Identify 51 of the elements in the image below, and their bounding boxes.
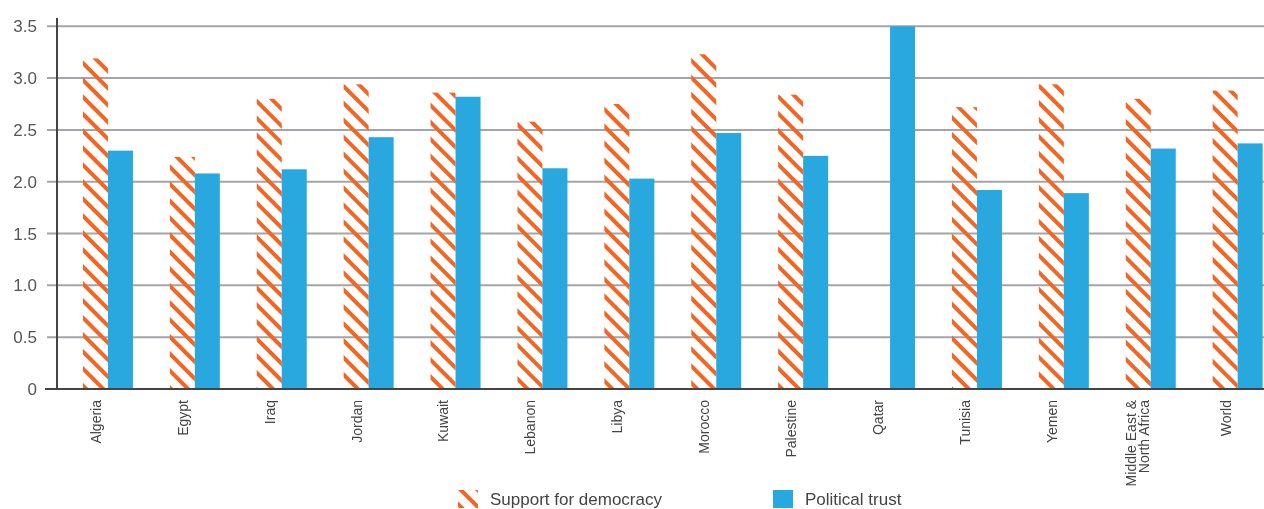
bar bbox=[107, 150, 133, 389]
bar bbox=[716, 133, 742, 389]
bar bbox=[691, 54, 717, 389]
y-tick-label: 1.0 bbox=[13, 276, 37, 296]
y-tick-label: 2.0 bbox=[13, 172, 37, 192]
y-tick-label: 3.0 bbox=[13, 69, 37, 89]
x-tick-label: Egypt bbox=[174, 399, 191, 436]
x-tick-label: Yemen bbox=[1043, 400, 1060, 444]
bar bbox=[1237, 143, 1263, 389]
y-tick-label: 3.5 bbox=[13, 17, 37, 37]
y-tick-label: 0.5 bbox=[13, 328, 37, 348]
legend-label: Political trust bbox=[805, 489, 902, 509]
x-tick-label: Morocco bbox=[696, 399, 713, 454]
bar bbox=[368, 137, 394, 389]
bar bbox=[1038, 84, 1064, 389]
bar bbox=[281, 169, 307, 389]
x-tick-label: Middle East & North Africa bbox=[1122, 399, 1153, 487]
bar bbox=[194, 173, 220, 389]
x-tick-label: Qatar bbox=[869, 399, 886, 436]
bar bbox=[1150, 148, 1176, 389]
x-tick-label: Algeria bbox=[87, 399, 104, 444]
bar bbox=[343, 84, 369, 389]
x-tick-label: Palestine bbox=[783, 399, 800, 458]
bar bbox=[951, 107, 977, 389]
bar bbox=[976, 190, 1002, 389]
x-tick-label: Iraq bbox=[261, 400, 278, 425]
y-tick-label: 1.5 bbox=[13, 224, 37, 244]
x-tick-label: Jordan bbox=[348, 400, 365, 443]
bar bbox=[82, 58, 108, 389]
bar bbox=[778, 94, 804, 389]
bar bbox=[1212, 90, 1238, 389]
bar bbox=[542, 168, 568, 389]
bar bbox=[890, 26, 916, 389]
bar bbox=[1125, 98, 1151, 389]
bar bbox=[517, 121, 543, 389]
y-tick-label: 0 bbox=[27, 379, 37, 399]
y-tick-label: 2.5 bbox=[13, 120, 37, 140]
x-tick-label: Libya bbox=[609, 399, 626, 434]
x-tick-label: Lebanon bbox=[522, 400, 539, 455]
bar bbox=[169, 156, 195, 389]
bar bbox=[455, 96, 481, 389]
bar bbox=[629, 178, 655, 389]
bar bbox=[803, 155, 829, 389]
x-tick-label: Kuwait bbox=[435, 399, 452, 443]
legend-label: Support for democracy bbox=[490, 489, 663, 509]
bar bbox=[604, 104, 630, 389]
x-tick-label: Tunisia bbox=[956, 399, 973, 445]
x-tick-label: World bbox=[1217, 400, 1234, 437]
bar bbox=[430, 92, 456, 389]
bar bbox=[256, 98, 282, 389]
bar bbox=[1063, 193, 1089, 389]
